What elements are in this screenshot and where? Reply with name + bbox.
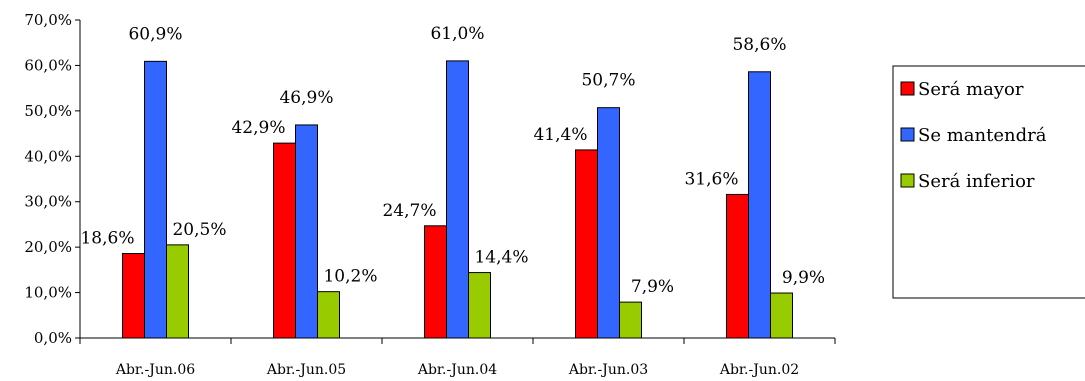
legend-swatch (900, 127, 915, 142)
bar (317, 291, 340, 339)
data-label: 20,5% (172, 220, 226, 240)
y-tick-label: 40,0% (24, 147, 72, 165)
bar (748, 71, 771, 339)
y-tick-label: 10,0% (24, 284, 72, 302)
y-tick-label: 50,0% (24, 102, 72, 120)
data-label: 24,7% (382, 201, 436, 221)
legend: Será mayor Se mantendrá Será inferior (892, 65, 1085, 299)
x-tick-label: Abr.-Jun.03 (568, 362, 648, 378)
legend-swatch (900, 81, 915, 96)
data-label: 41,4% (533, 125, 587, 145)
legend-label: Será mayor (918, 79, 1024, 100)
data-label: 50,7% (581, 71, 635, 91)
bar (468, 272, 491, 339)
data-label: 18,6% (80, 229, 134, 249)
axes: 0,0% 10,0% 20,0% 30,0% 40,0% 50,0% 60,0% 70,0% A… (24, 11, 836, 378)
bar (144, 60, 167, 339)
x-tick-label: Abr.-Jun.04 (417, 362, 497, 378)
bar (424, 225, 447, 339)
x-tick-label: Abr.-Jun.05 (266, 362, 346, 378)
data-labels: 18,6% 42,9% 24,7% 41,4% 31,6% 60,9% 46,9% 61,0%… (80, 24, 825, 297)
bar (273, 142, 296, 339)
data-label: 61,0% (430, 24, 484, 44)
bar (166, 244, 189, 339)
data-label: 10,2% (323, 267, 377, 287)
data-label: 7,9% (631, 277, 674, 297)
data-label: 58,6% (732, 35, 786, 55)
data-label: 31,6% (684, 169, 738, 189)
bar (770, 292, 793, 339)
y-tick-label: 20,0% (24, 238, 72, 256)
data-label: 60,9% (128, 24, 182, 44)
legend-label: Se mantendrá (918, 125, 1047, 146)
data-label: 42,9% (231, 118, 285, 138)
bar (575, 149, 598, 339)
legend-box (892, 65, 1085, 299)
x-tick-label: Abr.-Jun.06 (115, 362, 195, 378)
bar (122, 253, 145, 339)
legend-label: Será inferior (918, 171, 1035, 192)
data-label: 46,9% (279, 88, 333, 108)
y-tick-label: 70,0% (24, 11, 72, 29)
bar (446, 60, 469, 339)
legend-swatch (900, 173, 915, 188)
y-tick-label: 0,0% (34, 329, 72, 347)
y-tick-label: 60,0% (24, 56, 72, 74)
data-label: 9,9% (782, 268, 825, 288)
data-label: 14,4% (474, 248, 528, 268)
bar (619, 301, 642, 339)
x-tick-label: Abr.-Jun.02 (719, 362, 799, 378)
bar (726, 193, 749, 339)
bar (597, 107, 620, 339)
y-tick-label: 30,0% (24, 193, 72, 211)
bars (122, 60, 793, 339)
bar (295, 124, 318, 339)
